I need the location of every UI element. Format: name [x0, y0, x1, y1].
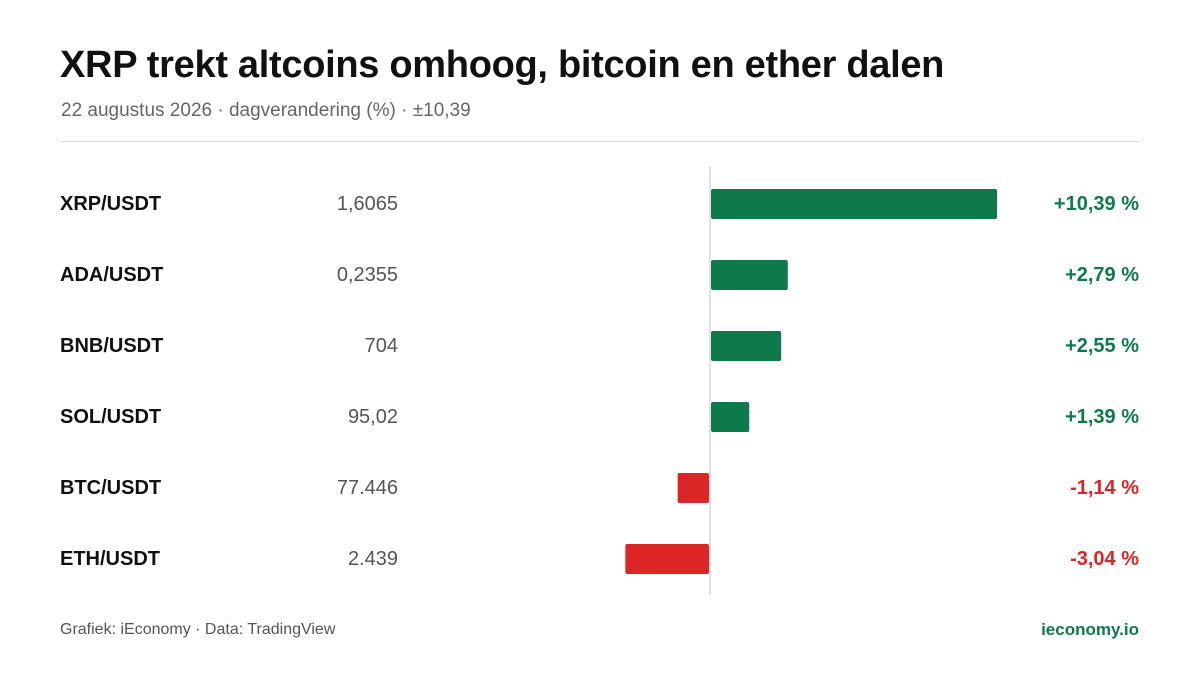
- price-label: 0,2355: [337, 264, 398, 286]
- bar: [711, 402, 750, 432]
- category-label: ETH/USDT: [60, 548, 160, 570]
- value-label: +2,79 %: [1065, 264, 1139, 286]
- chart-title: XRP trekt altcoins omhoog, bitcoin en et…: [60, 44, 945, 86]
- header-divider: [60, 141, 1140, 142]
- bar: [711, 331, 782, 361]
- price-label: 77.446: [337, 477, 398, 499]
- value-label: +10,39 %: [1054, 193, 1139, 215]
- category-label: BNB/USDT: [60, 335, 163, 357]
- source-credit: Grafiek: iEconomy · Data: TradingView: [60, 621, 336, 638]
- price-label: 95,02: [348, 406, 398, 428]
- value-label: -1,14 %: [1070, 477, 1139, 499]
- bar: [711, 189, 997, 219]
- category-label: XRP/USDT: [60, 193, 161, 215]
- value-label: +1,39 %: [1065, 406, 1139, 428]
- price-label: 704: [365, 335, 398, 357]
- value-label: -3,04 %: [1070, 548, 1139, 570]
- bar: [677, 473, 709, 503]
- bar: [711, 260, 788, 290]
- category-label: ADA/USDT: [60, 264, 163, 286]
- bar: [625, 544, 709, 574]
- price-label: 2.439: [348, 548, 398, 570]
- category-label: SOL/USDT: [60, 406, 161, 428]
- brand-link[interactable]: ieconomy.io: [1041, 620, 1139, 639]
- chart-subtitle: 22 augustus 2026 · dagverandering (%) · …: [61, 100, 471, 121]
- price-label: 1,6065: [337, 193, 398, 215]
- category-label: BTC/USDT: [60, 477, 161, 499]
- value-label: +2,55 %: [1065, 335, 1139, 357]
